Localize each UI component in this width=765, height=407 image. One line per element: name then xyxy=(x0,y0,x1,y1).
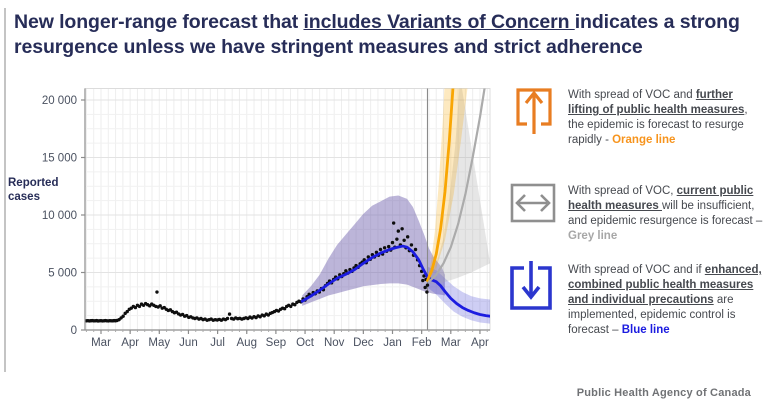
x-axis-tick-label: Sep xyxy=(266,337,286,349)
x-axis-tick-label: Apr xyxy=(471,337,489,349)
annotation-text-segment: With spread of VOC and if xyxy=(568,264,705,276)
x-axis-tick-label: Dec xyxy=(353,337,374,349)
grey-line-label: Grey line xyxy=(568,230,618,242)
orange-line-label: Orange line xyxy=(612,134,676,146)
x-axis-tick-label: Aug xyxy=(237,337,257,349)
gridlines xyxy=(85,88,490,330)
annotation-text-segment: With spread of VOC, xyxy=(568,185,677,197)
annotation-orange-text: With spread of VOC and further lifting o… xyxy=(568,88,764,148)
annotation-blue xyxy=(508,260,554,317)
annotation-grey-text: With spread of VOC, current public healt… xyxy=(568,184,764,244)
y-axis-tick-label: 15 000 xyxy=(42,153,77,165)
y-axis-tick-label: 0 xyxy=(71,325,77,337)
title-post: indicates a strong resurgence unless we … xyxy=(14,11,740,58)
annotation-blue-text: With spread of VOC and if enhanced, comb… xyxy=(568,263,765,338)
plot-data xyxy=(85,88,490,330)
annotation-text-emphasis: further lifting of public health measure… xyxy=(568,89,745,116)
x-axis-tick-label: Jan xyxy=(383,337,402,349)
x-axis-tick-label: Feb xyxy=(412,337,432,349)
y-axis-tick-label: 5 000 xyxy=(48,268,77,280)
title-pre: New longer-range forecast that xyxy=(14,11,304,33)
x-axis-tick-label: Mar xyxy=(91,337,111,349)
arrow-left-right-box-icon xyxy=(509,183,557,228)
page-title: New longer-range forecast that includes … xyxy=(14,10,758,60)
annotation-text-segment: will be insufficient, and epidemic resur… xyxy=(568,200,763,227)
blue-line-model-fit-and-control-forecast xyxy=(300,244,490,318)
annotation-text-segment: With spread of VOC and xyxy=(568,89,696,101)
x-axis-tick-label: Nov xyxy=(324,337,345,349)
x-axis-tick-label: Jun xyxy=(179,337,198,349)
x-axis-tick-label: Jul xyxy=(210,337,225,349)
grey-line-resurgence-forecast xyxy=(427,88,486,283)
forecast-chart-svg: 0 5 000 10 000 15 000 20 000 Mar Apr May Jun Jul A… xyxy=(8,88,491,349)
blue-forecast-uncertainty-band xyxy=(427,266,490,324)
orange-line-rapid-resurgence-forecast xyxy=(426,88,455,282)
source-attribution: Public Health Agency of Canada xyxy=(576,387,751,399)
annotation-text-segment: are implemented, epidemic control is for… xyxy=(568,294,736,336)
x-axis-tick-label: Apr xyxy=(121,337,139,349)
title-underlined: includes Variants of Concern xyxy=(303,11,575,33)
svg-text:Reported: Reported xyxy=(8,177,58,189)
svg-text:cases: cases xyxy=(8,191,40,203)
x-axis-tick-label: Oct xyxy=(296,337,315,349)
y-axis-title: Reported cases xyxy=(8,177,58,203)
blue-line-label: Blue line xyxy=(621,324,670,336)
arrow-up-through-box-icon xyxy=(514,88,554,142)
annotation-text-emphasis: current public health measures xyxy=(568,185,754,212)
y-axis-tick-label: 10 000 xyxy=(42,210,77,222)
grey-forecast-uncertainty-band xyxy=(428,88,490,284)
arrow-down-through-box-icon xyxy=(508,261,554,316)
orange-forecast-uncertainty-band xyxy=(427,88,468,283)
annotation-orange xyxy=(514,86,554,143)
x-axis-tick-label: May xyxy=(148,337,170,349)
axes: 0 5 000 10 000 15 000 20 000 Mar Apr May Jun Jul A… xyxy=(42,88,490,349)
forecast-chart: 0 5 000 10 000 15 000 20 000 Mar Apr May Jun Jul A… xyxy=(0,80,505,370)
annotation-text-segment: , the epidemic is forecast to resurge ra… xyxy=(568,104,748,146)
x-axis-tick-label: Mar xyxy=(441,337,461,349)
slide-left-border xyxy=(4,8,6,372)
annotation-grey xyxy=(509,182,557,229)
y-axis-tick-label: 20 000 xyxy=(42,95,77,107)
annotation-text-emphasis: enhanced, combined public health measure… xyxy=(568,264,762,306)
